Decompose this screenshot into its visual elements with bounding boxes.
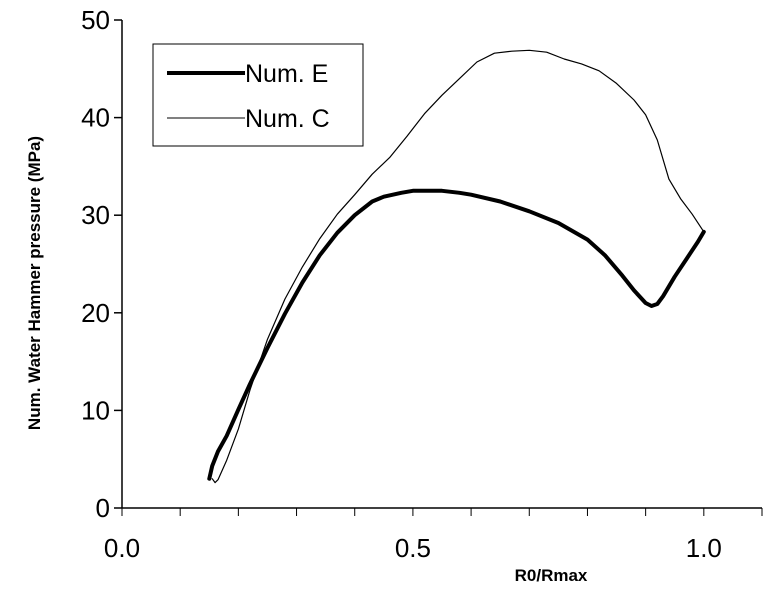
- series-line-num-c: [211, 49, 705, 484]
- y-tick-label: 30: [81, 200, 110, 230]
- y-axis-title: Num. Water Hammer pressure (MPa): [25, 136, 44, 430]
- x-ticks: 0.0 0.5 1.0: [104, 508, 763, 563]
- legend-label-num-e: Num. E: [245, 60, 328, 88]
- x-tick-label: 0.5: [395, 533, 431, 563]
- y-tick-label: 0: [96, 493, 110, 523]
- y-tick-label: 20: [81, 298, 110, 328]
- x-axis-title: R0/Rmax: [515, 566, 588, 585]
- y-ticks: 0 10 20 30 40 50: [81, 5, 122, 523]
- axes: 0 10 20 30 40 50 0.0 0.5 1.0: [81, 5, 763, 563]
- legend: Num. E Num. C: [152, 43, 364, 147]
- plot-area: [207, 49, 706, 484]
- x-tick-label: 0.0: [104, 533, 140, 563]
- y-tick-label: 10: [81, 395, 110, 425]
- legend-label-num-c: Num. C: [245, 105, 330, 133]
- y-tick-label: 50: [81, 5, 110, 35]
- series-layer: [207, 49, 706, 484]
- legend-box: [152, 43, 364, 147]
- y-tick-label: 40: [81, 103, 110, 133]
- x-tick-label: 1.0: [686, 533, 722, 563]
- series-line-num-e: [207, 188, 706, 481]
